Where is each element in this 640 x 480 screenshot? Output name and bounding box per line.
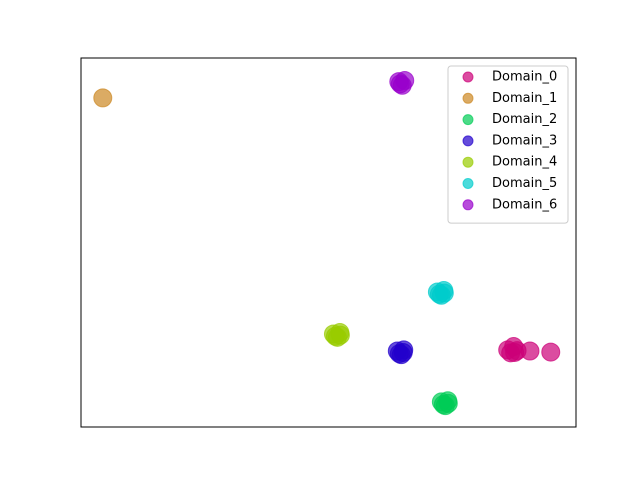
legend-label: Domain_3: [492, 133, 557, 148]
legend-marker: [462, 71, 474, 83]
legend-marker: [462, 135, 474, 147]
scatter-point: [330, 325, 350, 345]
scatter-point: [541, 342, 561, 362]
scatter-point: [438, 393, 458, 413]
legend-label: Domain_4: [492, 155, 557, 170]
scatter-point: [93, 88, 113, 108]
legend-marker: [462, 92, 474, 104]
legend-box: [447, 65, 569, 224]
legend-marker: [462, 178, 474, 189]
legend-marker: [462, 156, 474, 168]
scatter-point: [520, 341, 540, 361]
legend-label: Domain_6: [492, 197, 557, 212]
legend-marker: [462, 199, 474, 211]
legend-label: Domain_5: [492, 176, 557, 191]
legend-label: Domain_0: [492, 70, 557, 85]
legend-label: Domain_1: [492, 91, 557, 106]
scatter-point: [434, 283, 454, 303]
scatter-point: [393, 342, 413, 362]
legend-label: Domain_2: [492, 112, 557, 127]
legend-marker: [462, 114, 474, 126]
scatter-point: [390, 74, 410, 94]
